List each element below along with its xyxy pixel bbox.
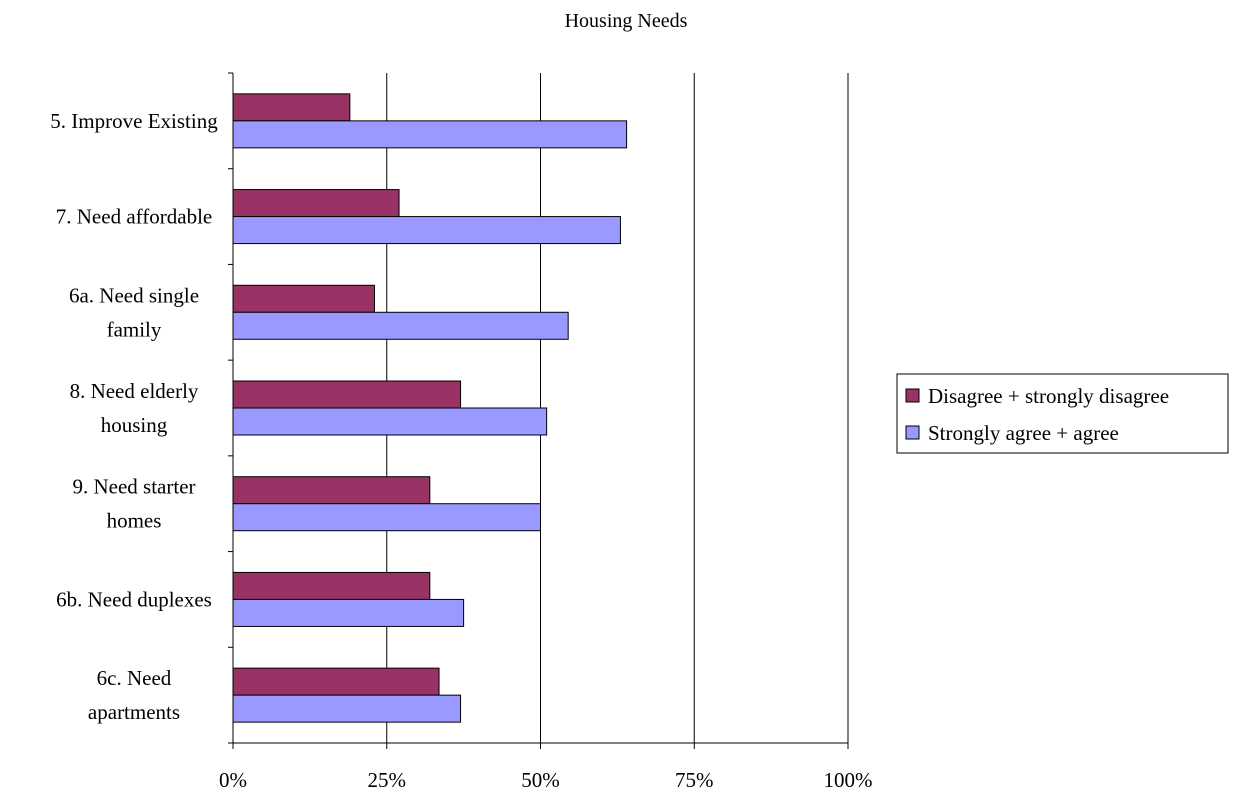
category-label: 9. Need starter homes <box>72 475 195 533</box>
category-label: 6b. Need duplexes <box>56 587 212 611</box>
legend-swatch <box>905 388 920 403</box>
bar-disagree <box>232 284 375 313</box>
bar-agree <box>232 120 628 149</box>
bar-disagree <box>232 380 462 409</box>
category-label: 7. Need affordable <box>56 205 212 229</box>
x-tick-label: 25% <box>368 768 407 792</box>
category-label: 8. Need elderly housing <box>70 379 199 437</box>
bar-agree <box>232 407 548 436</box>
bar-disagree <box>232 571 431 600</box>
bar-agree <box>232 311 569 340</box>
legend-box <box>896 373 1229 454</box>
legend-label: Strongly agree + agree <box>928 421 1119 445</box>
x-tick-label: 0% <box>219 768 247 792</box>
bar-agree <box>232 503 541 532</box>
category-label: 5. Improve Existing <box>50 109 218 133</box>
bar-disagree <box>232 667 440 696</box>
plot-area: 0% 25% 50% 75% 100% 5. Improve Existing 7. Nee… <box>50 72 873 792</box>
chart-title: Housing Needs <box>565 10 688 32</box>
x-tick-label: 75% <box>675 768 714 792</box>
x-tick-label: 100% <box>824 768 873 792</box>
category-label: 6c. Need apartments <box>88 666 180 724</box>
category-label: 6a. Need single family <box>69 283 199 341</box>
bar-agree <box>232 598 465 627</box>
legend-label: Disagree + strongly disagree <box>928 384 1169 408</box>
legend-swatch <box>905 425 920 440</box>
bar-disagree <box>232 93 351 122</box>
bar-disagree <box>232 189 400 218</box>
bar-agree <box>232 216 621 245</box>
bar-disagree <box>232 476 431 505</box>
x-tick-label: 50% <box>521 768 560 792</box>
bar-agree <box>232 694 462 723</box>
legend: Disagree + strongly disagree Strongly agr… <box>896 373 1229 454</box>
